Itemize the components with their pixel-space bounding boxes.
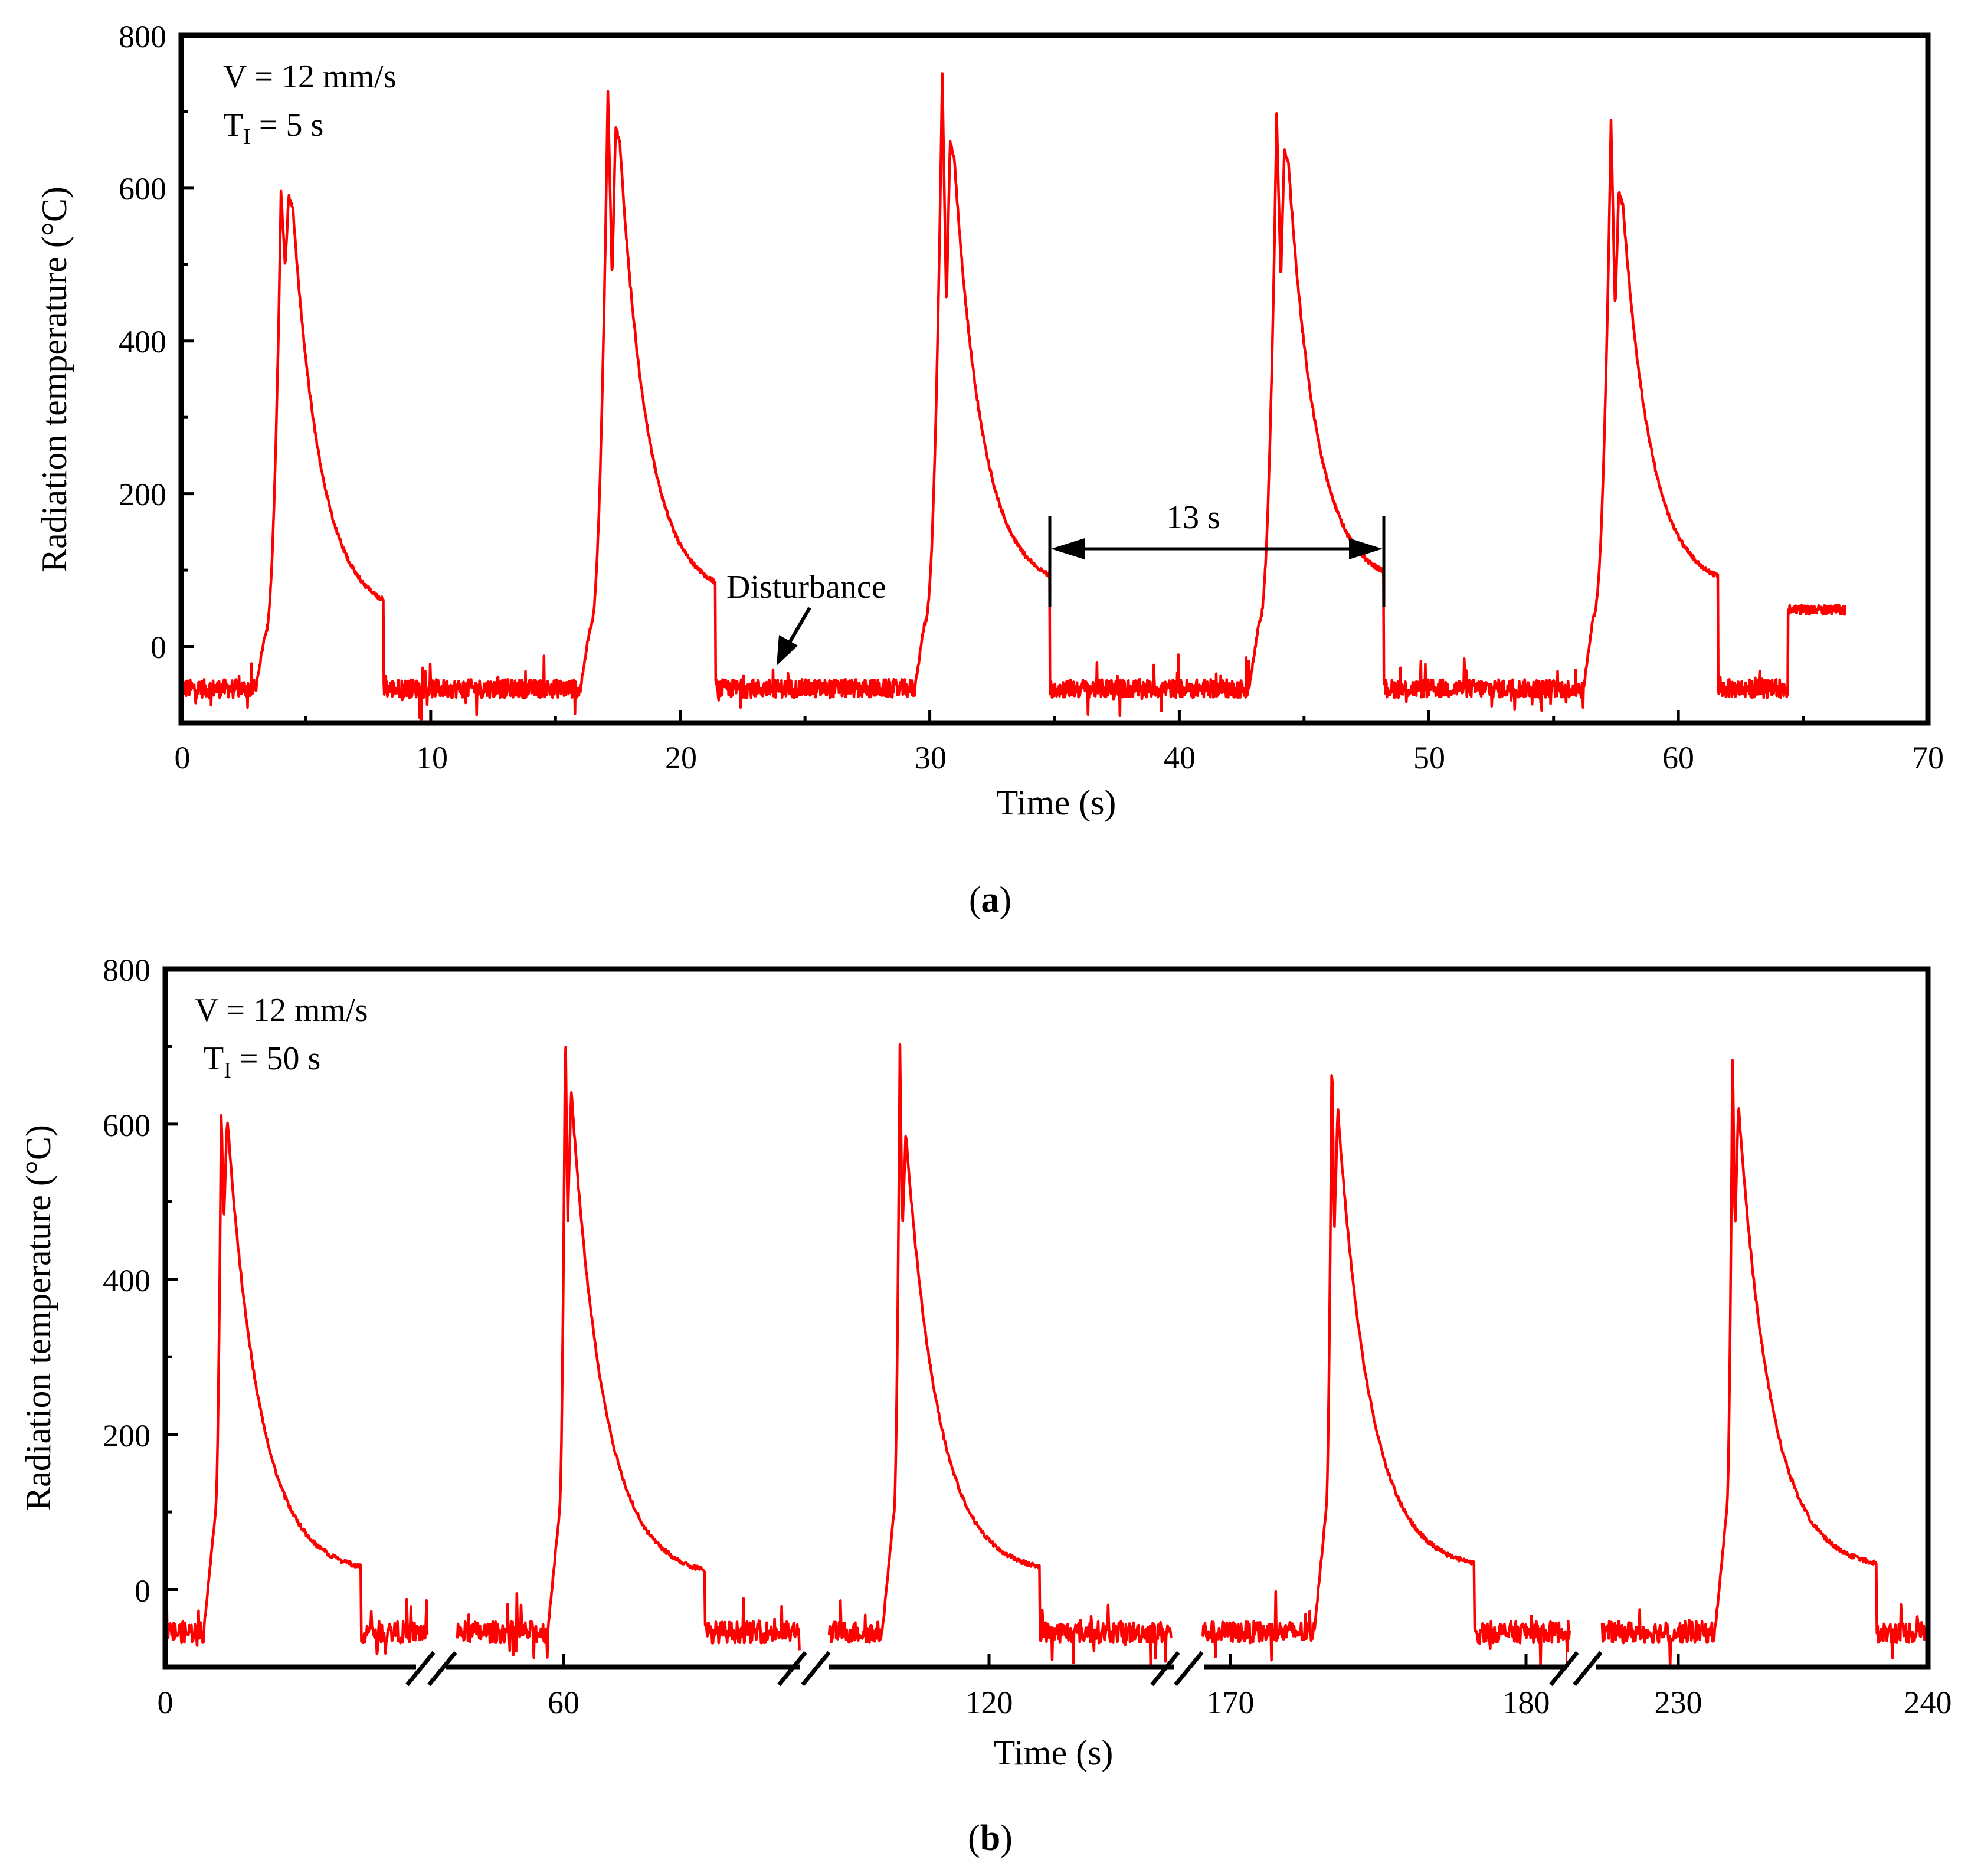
panel-a-xtick-label: 60 bbox=[1662, 740, 1694, 775]
panel-b-ytick-label: 400 bbox=[103, 1263, 150, 1298]
series-segment bbox=[163, 1114, 429, 1656]
panel-b-series-line bbox=[163, 1043, 1930, 1667]
panel-a-disturbance-label: Disturbance bbox=[726, 569, 886, 605]
panel-a-y-axis-label: Radiation temperature (°C) bbox=[35, 186, 74, 572]
panel-a-speed-annotation: V = 12 mm/s bbox=[223, 58, 396, 95]
panel-b-axis-break bbox=[777, 1651, 831, 1687]
panel-a-series-line bbox=[180, 72, 1846, 721]
series-segment bbox=[1201, 1074, 1571, 1667]
panel-b-ticks bbox=[163, 967, 1930, 1667]
panel-a-xtick-label: 40 bbox=[1164, 740, 1196, 775]
panel-a-xtick-label: 70 bbox=[1912, 740, 1944, 775]
panel-b-xtick-label: 0 bbox=[158, 1685, 173, 1720]
panel-a-xtick-label: 20 bbox=[665, 740, 697, 775]
series-segment bbox=[827, 1043, 1173, 1667]
panel-b-ytick-label: 800 bbox=[103, 952, 150, 988]
panel-b-axis-break bbox=[1549, 1651, 1603, 1687]
panel-a-xtick-label: 50 bbox=[1413, 740, 1445, 775]
series-segment bbox=[456, 1046, 801, 1659]
panel-b-xtick-label: 60 bbox=[548, 1685, 579, 1720]
panel-b-xtick-label: 170 bbox=[1207, 1685, 1255, 1720]
panel-a-xtick-label: 10 bbox=[416, 740, 448, 775]
panel-b-xtick-label: 240 bbox=[1904, 1685, 1952, 1720]
panel-a-ticks bbox=[179, 34, 1930, 725]
panel-b-caption: (b) bbox=[968, 1818, 1013, 1858]
panel-a-plot-frame bbox=[178, 32, 1931, 726]
series-segment bbox=[1600, 1059, 1930, 1667]
panel-a-ytick-label: 600 bbox=[119, 171, 166, 207]
panel-b-interval-annotation: TI = 50 s bbox=[204, 1040, 320, 1083]
panel-b-xtick-label: 120 bbox=[965, 1685, 1013, 1720]
panel-b-axis-break bbox=[1150, 1651, 1204, 1687]
panel-b-ytick-label: 0 bbox=[135, 1573, 150, 1609]
panel-a-x-axis-label: Time (s) bbox=[997, 783, 1116, 822]
panel-a-xtick-label: 0 bbox=[175, 740, 191, 775]
panel-a: 800 600 400 200 0 0 10 20 30 40 50 60 70… bbox=[35, 19, 1944, 920]
panel-a-interval-annotation: TI = 5 s bbox=[223, 107, 323, 149]
panel-b-x-axis-label: Time (s) bbox=[994, 1733, 1114, 1772]
panel-b-plot-frame bbox=[162, 966, 1931, 1670]
panel-a-disturbance-arrow bbox=[777, 607, 811, 666]
panel-b-xtick-label: 230 bbox=[1655, 1685, 1702, 1720]
panel-a-ytick-label: 800 bbox=[119, 19, 166, 54]
panel-a-ytick-label: 0 bbox=[150, 630, 166, 665]
panel-a-ytick-label: 200 bbox=[119, 477, 166, 512]
panel-b-y-axis-label: Radiation temperature (°C) bbox=[19, 1125, 58, 1511]
panel-a-ytick-label: 400 bbox=[119, 324, 166, 359]
panel-b-xtick-label: 180 bbox=[1502, 1685, 1550, 1720]
panel-b-ytick-label: 200 bbox=[103, 1418, 150, 1453]
panel-b: 800 600 400 200 0 0 60 120 170 180 230 2… bbox=[19, 952, 1952, 1858]
panel-a-interval-marker bbox=[1048, 516, 1386, 607]
panel-a-interval-label: 13 s bbox=[1166, 499, 1220, 536]
panel-a-xtick-label: 30 bbox=[915, 740, 947, 775]
panel-b-speed-annotation: V = 12 mm/s bbox=[195, 992, 368, 1029]
panel-a-caption: (a) bbox=[969, 880, 1011, 920]
series-line bbox=[180, 72, 1846, 721]
panel-b-ytick-label: 600 bbox=[103, 1108, 150, 1143]
panel-b-axis-break bbox=[405, 1651, 457, 1687]
